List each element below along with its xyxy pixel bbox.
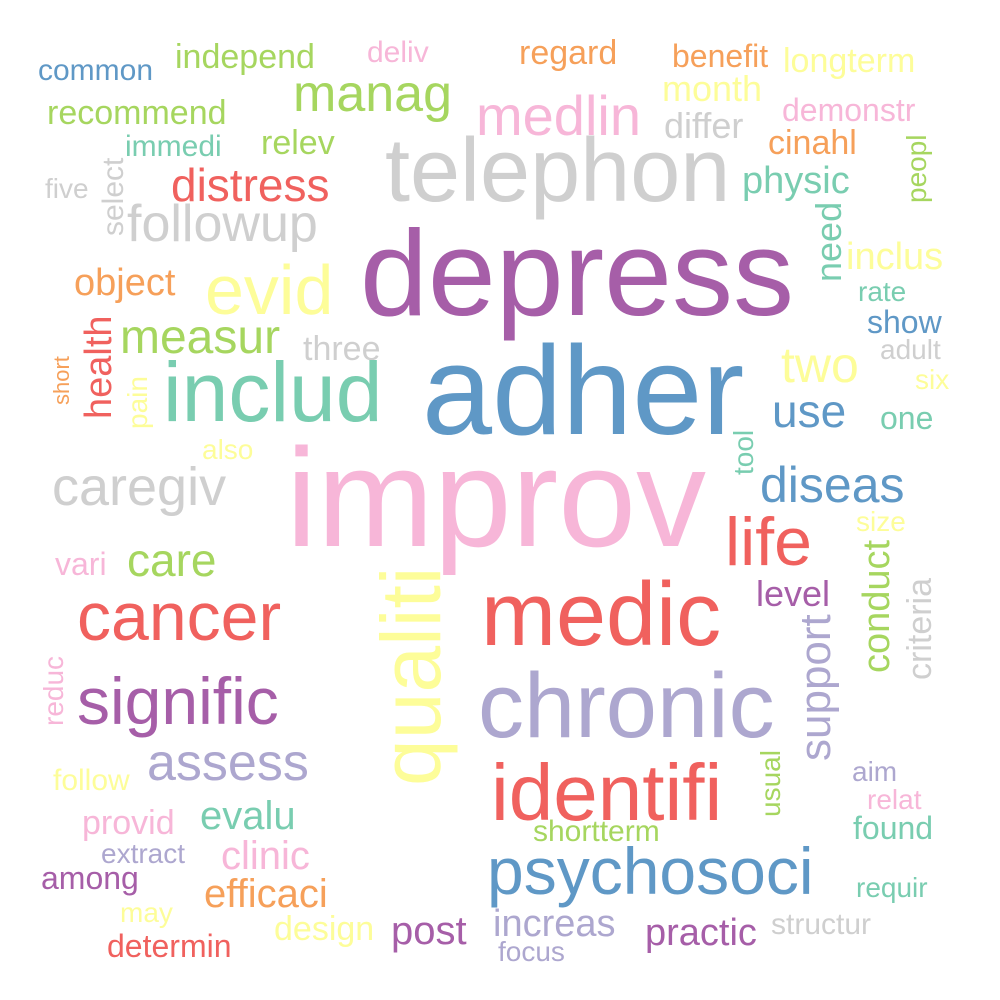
word-criteria: criteria [901,577,939,681]
word-month: month [662,68,763,109]
word-assess: assess [147,734,309,792]
word-cinahl: cinahl [768,124,857,162]
word-physic: physic [742,160,850,202]
word-signific: signific [77,664,279,738]
word-includ: includ [163,345,383,439]
word-qualiti: qualiti [364,566,458,787]
word-chronic: chronic [478,655,775,757]
word-distress: distress [171,159,330,211]
word-diseas: diseas [760,457,905,513]
word-reduc: reduc [38,655,69,727]
word-short: short [49,355,74,405]
word-evid: evid [205,251,334,329]
word-manag: manag [293,65,452,123]
word-extract: extract [101,838,186,869]
word-peopl: peopl [901,133,932,203]
word-longterm: longterm [783,42,916,80]
word-identifi: identifi [491,748,723,837]
word-inclus: inclus [846,236,944,278]
word-regard: regard [519,34,618,72]
word-followup: followup [127,195,318,253]
word-usual: usual [755,750,786,817]
word-evalu: evalu [200,794,296,838]
word-differ: differ [664,105,744,146]
word-common: common [38,54,154,87]
word-three: three [303,330,381,368]
word-select: select [97,157,130,237]
word-show: show [867,304,942,340]
word-clinic: clinic [221,834,310,878]
word-improv: improv [286,419,707,576]
word-medic: medic [481,565,722,665]
word-requir: requir [856,872,928,903]
word-health: health [78,314,120,419]
word-adult: adult [880,334,941,365]
word-relat: relat [867,784,922,815]
word-post: post [391,909,467,953]
word-benefit: benefit [672,38,769,74]
word-structur: structur [771,908,872,941]
word-independ: independ [175,38,315,76]
word-need: need [808,201,849,283]
word-relev: relev [261,124,335,162]
word-life: life [725,504,812,580]
word-tool: tool [728,429,759,476]
word-psychosoci: psychosoci [487,834,814,908]
word-cancer: cancer [77,579,282,655]
word-depress: depress [360,205,795,341]
word-six: six [915,364,950,395]
word-one: one [880,400,934,436]
word-determin: determin [107,928,232,964]
word-focus: focus [498,936,565,967]
word-level: level [756,573,831,614]
word-demonstr: demonstr [782,92,916,128]
word-support: support [791,613,840,761]
word-recommend: recommend [47,94,227,132]
word-two: two [781,337,859,393]
word-may: may [120,897,173,928]
word-increas: increas [493,903,616,945]
word-practic: practic [645,912,757,954]
word-shortterm: shortterm [533,815,660,848]
word-found: found [853,810,934,846]
word-efficaci: efficaci [204,872,328,916]
word-five: five [45,173,89,204]
word-measur: measur [120,311,281,364]
word-among: among [41,860,139,896]
word-immedi: immedi [125,130,222,163]
word-use: use [772,385,847,437]
word-pain: pain [122,376,153,429]
word-adher: adher [422,320,745,461]
word-medlin: medlin [476,84,641,147]
word-also: also [202,434,254,465]
word-caregiv: caregiv [52,457,227,517]
word-deliv: deliv [367,36,429,69]
word-vari: vari [55,546,107,582]
word-size: size [856,506,906,537]
word-object: object [74,262,176,304]
word-provid: provid [82,804,175,842]
word-telephon: telephon [385,121,731,221]
word-care: care [127,534,217,586]
word-conduct: conduct [856,539,898,674]
word-aim: aim [852,756,898,787]
word-rate: rate [858,276,907,307]
word-design: design [274,910,375,948]
word-follow: follow [53,764,130,797]
